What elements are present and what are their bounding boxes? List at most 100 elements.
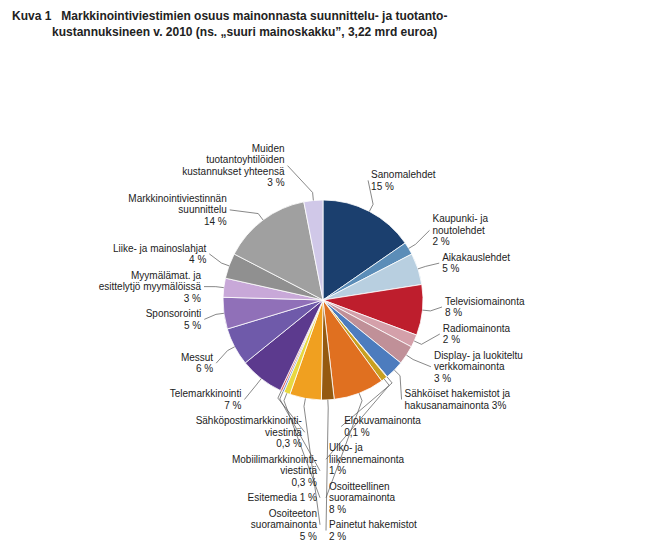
leader-line bbox=[422, 307, 442, 311]
slice-label-line: Kaupunki- ja bbox=[433, 213, 489, 224]
slice-label-line: Esitemedia 1 % bbox=[248, 492, 318, 503]
slice-label-line: 0,3 % bbox=[276, 438, 302, 449]
slice-label: Elokuvamainonta0,1 % bbox=[344, 415, 421, 438]
slice-label: Sponsorointi5 % bbox=[146, 308, 202, 331]
slice-label: Sanomalehdet15 % bbox=[371, 169, 436, 192]
slice-label: Osoiteetonsuoramainonta5 % bbox=[251, 508, 318, 542]
slice-label-line: 5 % bbox=[300, 531, 317, 542]
slice-label-line: 1 % bbox=[329, 465, 346, 476]
slice-labels: Sanomalehdet15 %Kaupunki- janoutolehdet2… bbox=[99, 143, 525, 542]
title-line: kustannuksineen v. 2010 (ns. „suuri main… bbox=[12, 25, 437, 39]
leader-lines bbox=[204, 166, 442, 531]
slice-label-line: 3 % bbox=[184, 293, 201, 304]
slice-label: Mobiilimarkkinointi-viestintä0,3 % bbox=[232, 454, 317, 488]
leader-line bbox=[409, 230, 430, 248]
slice-label-line: 8 % bbox=[445, 307, 462, 318]
slice-label-line: suoramainonta bbox=[251, 519, 318, 530]
slice-label-line: Sähköpostimarkkinointi- bbox=[196, 415, 302, 426]
slice-label-line: 8 % bbox=[329, 504, 346, 515]
slice-label: Telemarkkinointi7 % bbox=[170, 388, 242, 411]
slice-label-line: Markkinointiviestinnän bbox=[128, 193, 226, 204]
slice-label-line: hakusanamainonta 3% bbox=[405, 400, 507, 411]
slice-label-line: viestintä bbox=[265, 427, 302, 438]
slice-label-line: Painetut hakemistot bbox=[329, 519, 417, 530]
slice-label-line: esittelytjö myymälöissä bbox=[99, 281, 202, 292]
slice-label-line: 2 % bbox=[433, 236, 450, 247]
slice-label: Ulko- jaliikennemainonta1 % bbox=[329, 442, 404, 476]
slice-label-line: 14 % bbox=[204, 216, 227, 227]
slice-label-line: noutolehdet bbox=[433, 225, 485, 236]
slice-label-line: suunnittelu bbox=[178, 204, 226, 215]
slice-label-line: suoramainonta bbox=[329, 492, 396, 503]
leader-line bbox=[288, 166, 314, 201]
slice-label-line: 3 % bbox=[267, 177, 284, 188]
slice-label-line: 7 % bbox=[224, 400, 241, 411]
slice-label: Esitemedia 1 % bbox=[248, 492, 318, 503]
leader-line bbox=[406, 355, 430, 367]
slice-label-line: kustannukset yhteensä bbox=[182, 166, 285, 177]
slice-label-line: liikennemainonta bbox=[329, 454, 404, 465]
leader-line bbox=[204, 287, 224, 288]
slice-label-line: tuotantoyhtilöiden bbox=[206, 154, 284, 165]
slice-label-line: 15 % bbox=[371, 181, 394, 192]
leader-line bbox=[209, 254, 229, 266]
slice-label-line: Liike- ja mainoslahjat bbox=[113, 243, 207, 254]
slice-label-line: Elokuvamainonta bbox=[344, 415, 421, 426]
slice-label: Radiomainonta2 % bbox=[443, 323, 511, 346]
slice-label-line: Osoitteellinen bbox=[329, 481, 390, 492]
slice-label: Osoitteellinensuoramainonta8 % bbox=[329, 481, 396, 515]
pie-slice bbox=[223, 297, 323, 329]
slice-label-line: 5 % bbox=[184, 320, 201, 331]
leader-line bbox=[418, 263, 439, 269]
slice-label: Televisiomainonta8 % bbox=[445, 296, 525, 319]
leader-line bbox=[414, 334, 440, 344]
slice-label: Markkinointiviestinnänsuunnittelu14 % bbox=[128, 193, 226, 227]
slice-label-line: 0,1 % bbox=[344, 427, 370, 438]
slice-label-line: Sanomalehdet bbox=[371, 169, 436, 180]
slice-label: Muidentuotantoyhtilöidenkustannukset yht… bbox=[182, 143, 285, 189]
pie bbox=[223, 200, 423, 400]
slice-label-line: viestintä bbox=[280, 465, 317, 476]
slice-label: Liike- ja mainoslahjat4 % bbox=[113, 243, 207, 266]
slice-label-line: 3 % bbox=[434, 373, 451, 384]
leader-line bbox=[204, 313, 224, 319]
slice-label-line: Radiomainonta bbox=[443, 323, 511, 334]
slice-label: Myymälämat. jaesittelytjö myymälöissä3 % bbox=[99, 270, 202, 304]
slice-label: Sähköiset hakemistot jahakusanamainonta … bbox=[405, 388, 511, 411]
slice-label-line: Aikakauslehdet bbox=[442, 252, 510, 263]
slice-label-line: Muiden bbox=[252, 143, 285, 154]
slice-label: Aikakauslehdet5 % bbox=[442, 252, 510, 275]
slice-label: Display- ja luokiteltuverkkomainonta3 % bbox=[434, 350, 523, 384]
leader-line bbox=[230, 210, 263, 220]
slice-label-line: Sponsorointi bbox=[146, 308, 202, 319]
slice-label-line: 4 % bbox=[189, 254, 206, 265]
slice-label: Kaupunki- janoutolehdet2 % bbox=[433, 213, 489, 247]
slice-label-line: Telemarkkinointi bbox=[170, 388, 242, 399]
slice-label-line: 0,3 % bbox=[291, 477, 317, 488]
slice-label-line: Sähköiset hakemistot ja bbox=[405, 388, 511, 399]
leader-line bbox=[244, 379, 261, 400]
pie-slice bbox=[321, 300, 334, 400]
slice-label: Sähköpostimarkkinointi-viestintä0,3 % bbox=[196, 415, 303, 449]
slice-label-line: Messut bbox=[181, 352, 213, 363]
slice-label-line: verkkomainonta bbox=[434, 361, 505, 372]
leader-line bbox=[326, 400, 328, 531]
slice-label-line: Myymälämat. ja bbox=[131, 270, 201, 281]
slice-label-line: Display- ja luokiteltu bbox=[434, 350, 523, 361]
slice-label-line: Mobiilimarkkinointi- bbox=[232, 454, 317, 465]
leader-line bbox=[216, 347, 234, 363]
title: Kuva 1 Markkinointiviestimien osuus main… bbox=[12, 9, 447, 39]
slice-label: Painetut hakemistot2 % bbox=[329, 519, 417, 542]
leader-line bbox=[394, 370, 401, 399]
slice-label-line: Ulko- ja bbox=[329, 442, 363, 453]
pie-slice bbox=[304, 200, 323, 300]
slice-label-line: Osoiteeton bbox=[269, 508, 317, 519]
slice-label-line: 5 % bbox=[442, 263, 459, 274]
slice-label: Messut6 % bbox=[181, 352, 213, 375]
slice-label-line: 6 % bbox=[196, 363, 213, 374]
slice-label-line: 2 % bbox=[443, 334, 460, 345]
chart: Kuva 1 Markkinointiviestimien osuus main… bbox=[0, 0, 646, 548]
slice-label-line: Televisiomainonta bbox=[445, 296, 525, 307]
title-line: Kuva 1 Markkinointiviestimien osuus main… bbox=[12, 9, 447, 23]
slice-label-line: 2 % bbox=[329, 531, 346, 542]
